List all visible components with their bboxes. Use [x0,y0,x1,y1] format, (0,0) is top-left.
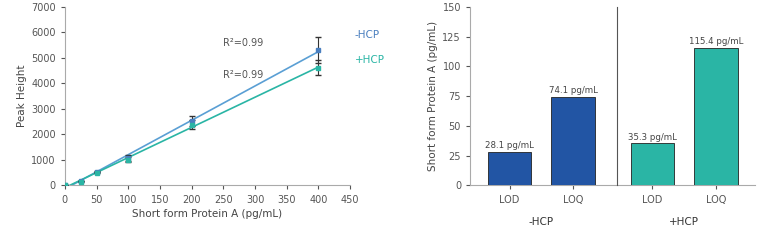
Y-axis label: Short form Protein A (pg/mL): Short form Protein A (pg/mL) [428,21,438,171]
Text: +HCP: +HCP [355,55,385,65]
Text: 74.1 pg/mL: 74.1 pg/mL [549,87,597,95]
Text: +HCP: +HCP [669,217,699,227]
Y-axis label: Peak Height: Peak Height [17,65,27,127]
Bar [488,152,532,185]
Text: 115.4 pg/mL: 115.4 pg/mL [688,37,743,46]
Text: R²=0.99: R²=0.99 [224,70,263,80]
Text: R²=0.99: R²=0.99 [224,38,263,48]
Bar [552,97,595,185]
Bar [630,143,674,185]
Text: -HCP: -HCP [355,30,380,40]
X-axis label: Short form Protein A (pg/mL): Short form Protein A (pg/mL) [133,209,282,219]
Text: -HCP: -HCP [529,217,554,227]
Text: 35.3 pg/mL: 35.3 pg/mL [628,133,677,142]
Bar [694,48,738,185]
Text: 28.1 pg/mL: 28.1 pg/mL [485,141,534,150]
